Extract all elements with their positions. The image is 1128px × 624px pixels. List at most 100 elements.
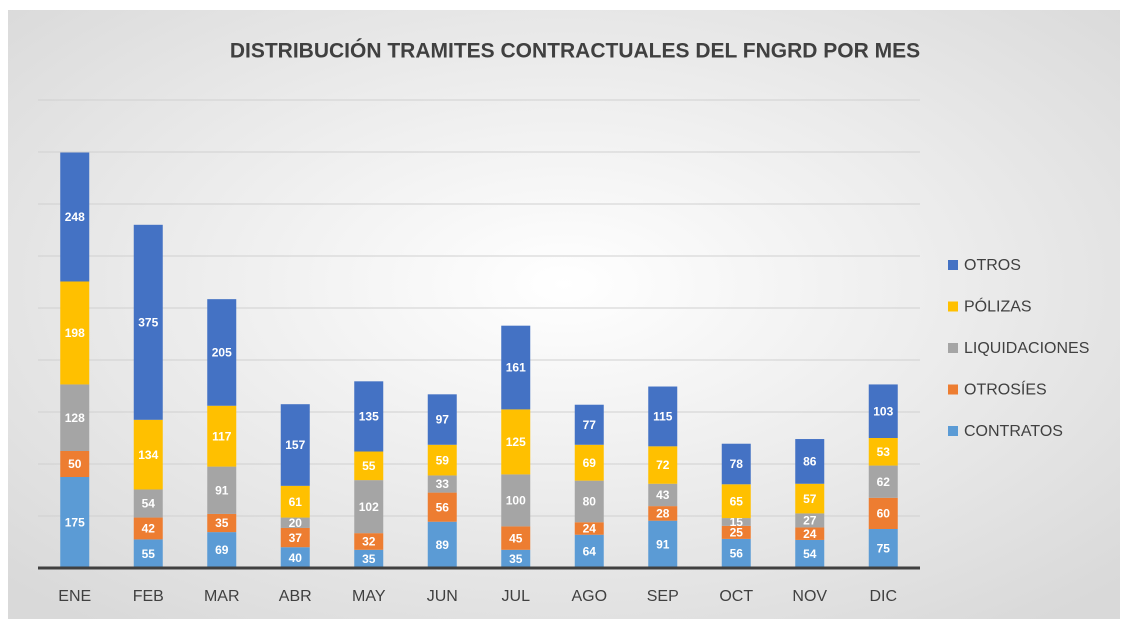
legend-label: OTROSÍES (964, 380, 1047, 399)
bar-segment (207, 513, 237, 533)
bar-segment (721, 525, 751, 539)
bar-segment (501, 409, 531, 475)
data-label: 35 (362, 552, 376, 566)
bar-segment (795, 513, 825, 528)
data-label: 54 (142, 497, 156, 511)
bar-segment (574, 534, 604, 568)
bar-segment (133, 489, 163, 518)
data-label: 59 (436, 453, 450, 467)
data-label: 175 (65, 516, 85, 530)
bar-segment (427, 521, 457, 568)
bar-segment (795, 439, 825, 484)
bar-segment (280, 527, 310, 548)
bar-segment (280, 547, 310, 568)
x-tick-label: JUL (502, 588, 531, 605)
bar-segment (427, 492, 457, 522)
bar-segment (60, 152, 90, 282)
bar-segment (354, 533, 384, 550)
bar-segment (427, 394, 457, 445)
bar-segment (133, 224, 163, 420)
legend-label: CONTRATOS (964, 423, 1063, 440)
bar-segment (354, 549, 384, 568)
data-label: 64 (583, 545, 597, 559)
bar-segment (280, 517, 310, 528)
data-label: 135 (359, 410, 379, 424)
data-label: 102 (359, 500, 379, 514)
data-label: 53 (877, 445, 891, 459)
data-label: 78 (730, 457, 744, 471)
bar-segment (207, 532, 237, 568)
bar-segment (574, 404, 604, 445)
x-tick-label: OCT (719, 588, 753, 605)
bar-segment (133, 539, 163, 568)
legend-label: OTROS (964, 257, 1021, 274)
legend-swatch (948, 301, 958, 312)
x-tick-label: SEP (647, 588, 679, 605)
data-label: 43 (656, 488, 670, 502)
bar-segment (721, 484, 751, 519)
data-label: 35 (509, 552, 523, 566)
data-label: 54 (803, 547, 817, 561)
bar-segment (60, 281, 90, 385)
data-label: 100 (506, 494, 526, 508)
data-label: 75 (877, 542, 891, 556)
data-label: 61 (289, 495, 303, 509)
data-label: 117 (212, 429, 232, 443)
bar-segment (648, 506, 678, 521)
data-label: 128 (65, 411, 85, 425)
bar-segment (60, 477, 90, 568)
bar-segment (354, 480, 384, 534)
bar-segment (574, 444, 604, 481)
bar-segment (427, 444, 457, 476)
bar-segment (795, 539, 825, 568)
data-label: 45 (509, 531, 523, 545)
data-label: 56 (436, 500, 450, 514)
bar-segment (795, 483, 825, 514)
x-tick-label: ABR (279, 588, 312, 605)
bar-segment (648, 386, 678, 447)
bar-segment (280, 404, 310, 486)
data-label: 161 (506, 361, 526, 375)
data-label: 248 (65, 210, 85, 224)
data-label: 91 (656, 538, 670, 552)
data-label: 57 (803, 492, 817, 506)
bar-segment (501, 549, 531, 568)
data-label: 69 (215, 543, 229, 557)
x-tick-label: AGO (571, 588, 607, 605)
bar-segment (60, 384, 90, 451)
data-label: 115 (653, 410, 673, 424)
data-label: 25 (730, 526, 744, 540)
chart-title: DISTRIBUCIÓN TRAMITES CONTRACTUALES DEL … (230, 39, 920, 63)
data-label: 15 (730, 515, 744, 529)
data-label: 32 (362, 535, 376, 549)
bar-segment (501, 325, 531, 410)
data-label: 28 (656, 507, 670, 521)
x-tick-label: MAR (204, 588, 240, 605)
legend-swatch (948, 343, 958, 353)
data-label: 91 (215, 483, 229, 497)
bar-segment (427, 475, 457, 493)
bar-segment (207, 299, 237, 406)
bar-segment (648, 483, 678, 507)
bar-segment (207, 405, 237, 467)
data-label: 37 (289, 531, 303, 545)
bar-segment (501, 526, 531, 550)
bar-segment (795, 527, 825, 540)
legend-swatch (948, 384, 958, 395)
bar-segment (868, 529, 898, 568)
data-label: 198 (65, 326, 85, 340)
data-label: 27 (803, 514, 817, 528)
data-label: 20 (289, 516, 303, 530)
data-label: 35 (215, 516, 229, 530)
data-label: 40 (289, 551, 303, 565)
bar-segment (868, 384, 898, 438)
data-label: 55 (142, 547, 156, 561)
bar-segment (868, 465, 898, 498)
data-label: 89 (436, 538, 450, 552)
bar-segment (354, 381, 384, 452)
data-label: 42 (142, 522, 156, 536)
data-label: 24 (803, 527, 817, 541)
x-tick-label: DIC (869, 588, 897, 605)
